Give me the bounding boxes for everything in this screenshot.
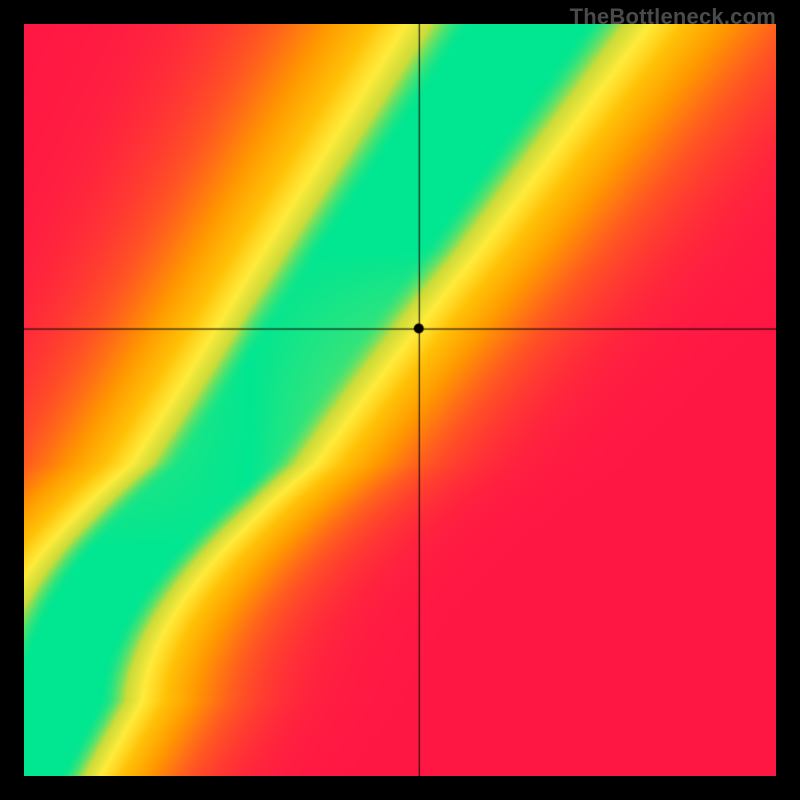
heatmap-canvas	[24, 24, 776, 776]
watermark-text: TheBottleneck.com	[570, 4, 776, 30]
outer-frame: TheBottleneck.com	[0, 0, 800, 800]
heatmap-plot	[24, 24, 776, 776]
